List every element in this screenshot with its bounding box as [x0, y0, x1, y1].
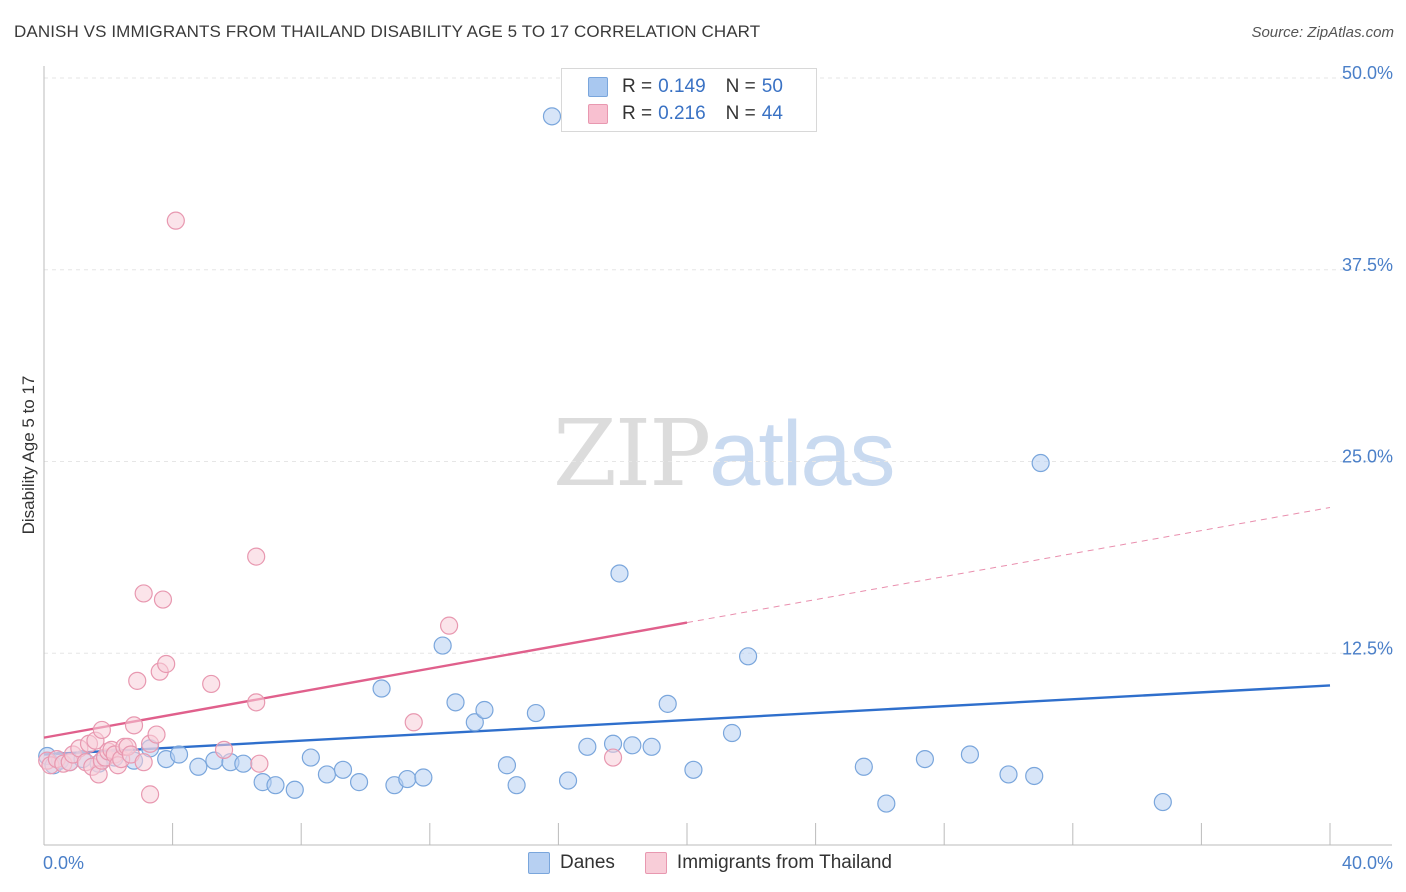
stats-row-thailand: R = 0.216 N = 44: [588, 102, 783, 126]
point-danes: [526, 703, 545, 723]
point-danes: [960, 745, 980, 764]
point-danes: [877, 794, 896, 813]
point-thailand: [603, 748, 623, 767]
point-thailand: [92, 720, 111, 740]
point-danes: [915, 749, 935, 769]
y-tick-label: 50.0%: [1342, 63, 1393, 83]
legend-item-danes[interactable]: Danes: [528, 852, 615, 874]
point-danes: [578, 737, 597, 756]
watermark-atlas: atlas: [709, 403, 895, 505]
chart-title: DANISH VS IMMIGRANTS FROM THAILAND DISAB…: [14, 22, 761, 41]
danes-legend-swatch: [528, 852, 550, 874]
point-danes: [465, 713, 484, 732]
trend-line-1: [43, 621, 688, 739]
point-danes: [446, 693, 465, 712]
r-value: 0.149: [658, 76, 706, 97]
point-danes: [658, 694, 677, 713]
data-points: [38, 107, 1172, 813]
point-thailand: [247, 693, 266, 712]
point-danes: [507, 776, 526, 795]
x-tick-label: 40.0%: [1342, 853, 1393, 873]
point-thailand: [214, 740, 234, 759]
x-tick-label: 0.0%: [43, 853, 84, 873]
r-label: R =: [622, 76, 653, 97]
point-danes: [266, 776, 285, 795]
point-danes: [999, 765, 1018, 784]
series-legend: Danes Immigrants from Thailand: [528, 852, 922, 874]
y-tick-label: 12.5%: [1342, 638, 1393, 658]
point-danes: [189, 757, 208, 776]
point-danes: [433, 636, 452, 655]
point-danes: [301, 748, 320, 767]
point-danes: [1153, 792, 1172, 812]
trend-line-dashed-1: [686, 507, 1331, 624]
legend-label-danes: Danes: [560, 852, 615, 873]
n-value: 50: [761, 76, 783, 97]
point-danes: [684, 760, 703, 779]
grid-lines: [44, 77, 1392, 654]
tick-labels: 12.5% 25.0% 37.5% 50.0% 0.0% 40.0% Disability …: [19, 63, 1393, 873]
trend-lines: [43, 507, 1331, 756]
point-danes: [398, 769, 417, 789]
point-danes: [1025, 766, 1044, 786]
trend-line-0: [43, 684, 1331, 756]
point-thailand: [128, 671, 147, 690]
point-danes: [642, 737, 661, 756]
point-danes: [558, 771, 578, 790]
stats-row-danes: R = 0.149 N = 50: [588, 75, 783, 99]
point-danes: [475, 700, 494, 720]
point-danes: [738, 647, 758, 666]
point-danes: [169, 745, 189, 764]
n-label: N =: [725, 76, 756, 97]
point-thailand: [247, 547, 266, 566]
point-thailand: [124, 716, 144, 735]
source-credit: Source: ZipAtlas.com: [1251, 24, 1394, 41]
point-danes: [349, 773, 369, 792]
point-danes: [414, 768, 433, 787]
thailand-legend-swatch: [644, 852, 667, 874]
point-danes: [722, 723, 742, 743]
point-danes: [1031, 453, 1050, 473]
legend-item-thailand[interactable]: Immigrants from Thailand: [644, 852, 892, 874]
watermark-zip: ZIP: [553, 400, 711, 507]
y-tick-label: 37.5%: [1342, 255, 1393, 275]
point-danes: [497, 756, 517, 775]
point-thailand: [140, 785, 160, 804]
point-thailand: [202, 674, 221, 694]
point-thailand: [404, 713, 423, 732]
point-thailand: [147, 725, 166, 744]
point-danes: [372, 679, 391, 698]
thailand-swatch: [588, 104, 608, 124]
point-danes: [610, 564, 629, 583]
point-thailand: [153, 590, 173, 609]
point-danes: [854, 757, 873, 776]
point-danes: [623, 736, 642, 755]
point-thailand: [134, 584, 153, 603]
point-danes: [333, 760, 353, 779]
r-label: R =: [622, 103, 653, 124]
y-axis-title: Disability Age 5 to 17: [19, 376, 38, 535]
point-thailand: [250, 754, 269, 773]
watermark: ZIPatlas: [553, 400, 896, 507]
axes: [43, 66, 1392, 846]
point-thailand: [134, 753, 153, 772]
point-thailand: [157, 654, 176, 674]
legend-label-thailand: Immigrants from Thailand: [676, 852, 892, 873]
point-danes: [285, 780, 304, 799]
r-value: 0.216: [658, 103, 706, 124]
point-danes: [542, 107, 562, 126]
n-label: N =: [725, 103, 756, 124]
point-danes: [234, 754, 253, 773]
stats-legend: R = 0.149 N = 50 R = 0.216 N = 44: [561, 68, 817, 132]
n-value: 44: [761, 103, 783, 124]
point-thailand: [439, 616, 459, 635]
y-tick-label: 25.0%: [1342, 447, 1393, 467]
danes-swatch: [588, 77, 608, 97]
point-thailand: [166, 211, 185, 230]
point-danes: [317, 765, 337, 784]
